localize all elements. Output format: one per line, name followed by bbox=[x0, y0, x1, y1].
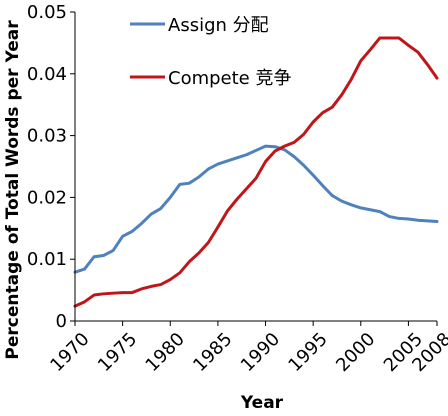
x-tick-label: 1990 bbox=[237, 329, 284, 376]
x-tick-label: 1985 bbox=[189, 329, 236, 376]
legend: Assign 分配 Compete 竞争 bbox=[130, 15, 291, 89]
y-tick-label: 0.04 bbox=[27, 64, 67, 85]
x-tick-label: 1975 bbox=[94, 329, 141, 376]
y-tick-label: 0.01 bbox=[27, 249, 67, 270]
x-tick-label: 1995 bbox=[284, 329, 331, 376]
y-tick-label: 0.05 bbox=[27, 2, 67, 23]
legend-label-compete: Compete 竞争 bbox=[168, 68, 291, 89]
y-axis-title: Percentage of Total Words per Year bbox=[3, 20, 23, 360]
series-line-assign bbox=[73, 144, 439, 274]
series-layer bbox=[73, 36, 439, 308]
x-tick-label: 1970 bbox=[46, 329, 93, 376]
axes-layer bbox=[74, 12, 437, 322]
x-tick-label: 1980 bbox=[142, 329, 189, 376]
series-line-compete bbox=[73, 36, 439, 308]
y-tick-label: 0.02 bbox=[27, 187, 67, 208]
y-tick-label: 0.03 bbox=[27, 126, 67, 147]
legend-label-assign: Assign 分配 bbox=[168, 15, 269, 36]
x-axis-title: Year bbox=[240, 393, 284, 413]
x-tick-label: 2000 bbox=[332, 329, 379, 376]
y-tick-label: 0 bbox=[56, 311, 67, 332]
